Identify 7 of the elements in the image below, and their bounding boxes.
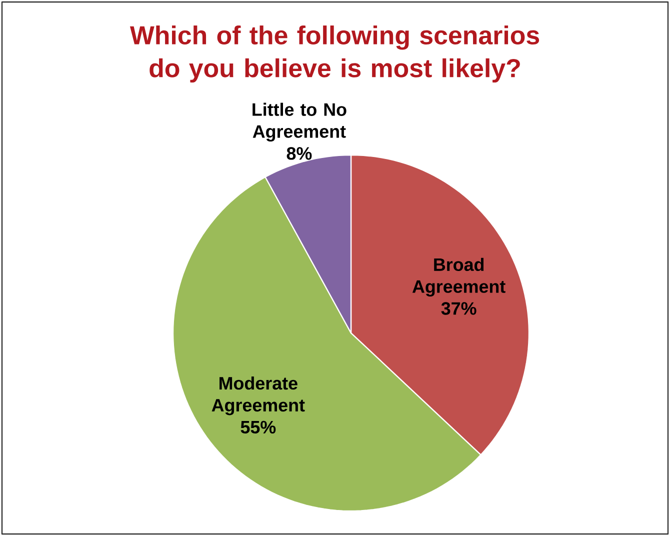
data-label: 55% <box>240 420 276 434</box>
slice-label: Broad Agreement <box>412 258 506 297</box>
data-label: 8% <box>286 147 312 160</box>
data-label: 37% <box>441 302 476 315</box>
chart-title: Which of the following scenarios do you believe is most likely? <box>130 25 540 83</box>
slice-label: Moderate Agreement <box>212 376 305 416</box>
slice-label: Little to No Agreement <box>252 102 346 142</box>
